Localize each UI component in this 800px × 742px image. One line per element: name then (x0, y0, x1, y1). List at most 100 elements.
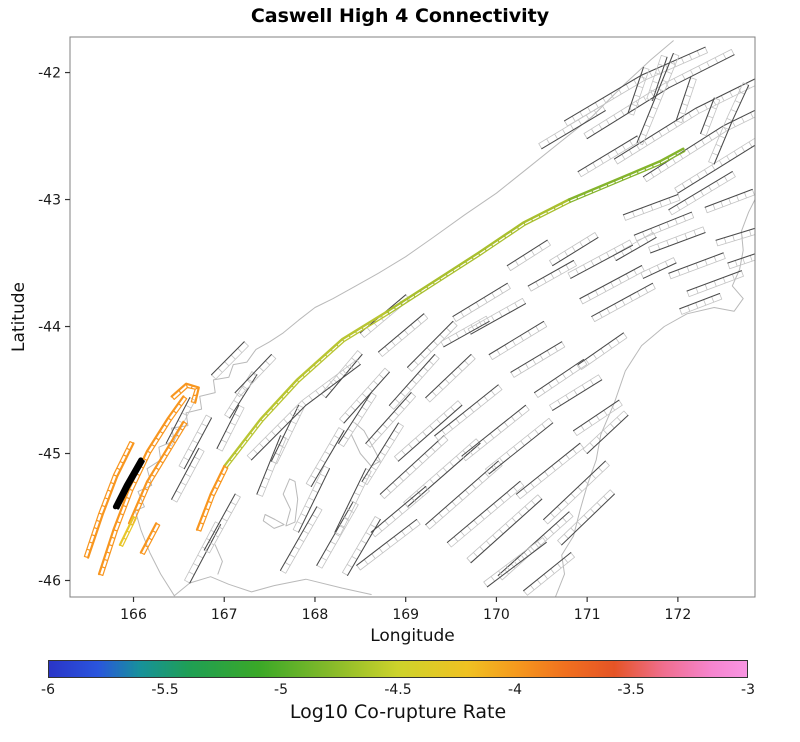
highlighted-fault-rungs (119, 516, 137, 547)
fault-surface-edge (717, 234, 755, 247)
fault-surface-edge (576, 404, 623, 436)
fault-surface-rungs (538, 105, 606, 149)
fault-surface-rungs (425, 354, 476, 403)
fault-trace (356, 518, 418, 566)
fault-trace (577, 135, 638, 173)
highlighted-fault-rungs (568, 148, 686, 203)
fault-surface-rungs (591, 283, 656, 322)
fault-trace (446, 480, 521, 543)
fault-trace (523, 552, 572, 592)
fault-trace (388, 353, 436, 406)
fault-trace (406, 320, 454, 368)
y-axis-label: Latitude (9, 282, 29, 352)
x-tick-label: 167 (211, 607, 238, 623)
fault-surface-rungs (543, 460, 610, 525)
fault-surface-edge (510, 244, 551, 271)
fault-trace (216, 404, 240, 449)
fault-surface-rungs (394, 400, 463, 462)
fault-surface-rungs (216, 404, 245, 452)
fault-surface-rungs (178, 414, 212, 470)
fault-trace (586, 414, 629, 455)
fault-trace (452, 282, 508, 317)
map-content (83, 40, 755, 597)
fault-surface-edge (276, 407, 305, 465)
fault-surface-rungs (674, 141, 753, 194)
fault-surface-edge (381, 318, 429, 357)
lake-outline (350, 422, 381, 467)
fault-surface-rungs (339, 367, 390, 424)
fault-surface-rungs (612, 232, 657, 261)
fault-trace (552, 379, 603, 411)
fault-surface-rungs (646, 55, 668, 101)
colorbar-tick-label: -5 (274, 682, 288, 698)
fault-surface-edge (681, 79, 697, 124)
fault-trace (298, 468, 331, 533)
fault-surface-rungs (506, 239, 551, 271)
fault-trace (171, 447, 200, 500)
fault-surface-edge (339, 471, 372, 536)
fault-surface-edge (262, 437, 287, 497)
highlighted-fault-source-fault-caswell-high-4 (112, 457, 144, 510)
fault-trace (633, 211, 693, 236)
fault-surface-edge (501, 516, 574, 581)
fault-surface-rungs (577, 332, 628, 370)
fault-surface-rungs (483, 537, 547, 588)
fault-surface-rungs (356, 519, 421, 571)
fault-surface-rungs (305, 427, 345, 487)
fault-trace (325, 353, 363, 399)
fault-trace (668, 252, 724, 274)
fault-surface-edge (527, 556, 575, 596)
fault-trace (577, 332, 624, 366)
fault-surface-rungs (338, 392, 377, 447)
x-tick-label: 171 (574, 607, 601, 623)
fault-trace (613, 78, 755, 160)
fault-trace (183, 417, 213, 470)
fault-trace (189, 524, 222, 584)
fault-trace (552, 237, 599, 267)
highlighted-fault-fiordland-yellow (118, 515, 135, 546)
highlighted-fault-rungs (196, 465, 229, 532)
fault-trace (586, 54, 735, 140)
fault-surface-edge (513, 346, 566, 378)
fault-surface-edge (209, 496, 241, 554)
fault-surface-edge (239, 358, 277, 398)
fault-trace (627, 66, 644, 114)
fault-surface-rungs (577, 135, 641, 177)
fault-trace (470, 303, 527, 335)
highlighted-fault-rungs (84, 441, 134, 559)
highlighted-fault-fiordland-east (127, 420, 185, 525)
fault-trace (642, 262, 677, 279)
fault-trace (650, 232, 706, 254)
fault-surface-rungs (234, 354, 277, 397)
fault-surface-rungs (523, 552, 575, 596)
fault-surface-rungs (573, 399, 623, 436)
fault-surface-rungs (510, 341, 566, 378)
fault-surface-edge (688, 275, 744, 297)
y-tick-label: -44 (38, 320, 61, 336)
fault-surface-edge (285, 509, 323, 574)
fault-surface-rungs (316, 501, 359, 569)
fault-trace (434, 384, 499, 437)
fault-trace (488, 320, 545, 356)
highlighted-fault-rungs (387, 199, 571, 315)
plot-border (69, 36, 756, 598)
x-axis-label: Longitude (370, 626, 455, 646)
fault-trace (668, 171, 733, 211)
colorbar-tick-label: -3 (741, 682, 755, 698)
fault-surface-rungs (675, 77, 697, 124)
fault-surface-rungs (224, 371, 258, 419)
highlighted-fault-rungs (140, 522, 160, 555)
fault-surface-rungs (549, 374, 603, 411)
fault-trace (488, 422, 554, 475)
fault-surface-edge (491, 326, 548, 360)
fault-trace (533, 358, 585, 394)
fault-trace (165, 397, 191, 444)
fault-surface-edge (538, 105, 603, 144)
fault-surface-rungs (516, 443, 584, 500)
fault-surface-rungs (640, 257, 677, 279)
colorbar-tick-label: -4 (508, 682, 522, 698)
fault-surface-edge (674, 137, 755, 189)
highlighted-fault-rungs (171, 383, 200, 404)
